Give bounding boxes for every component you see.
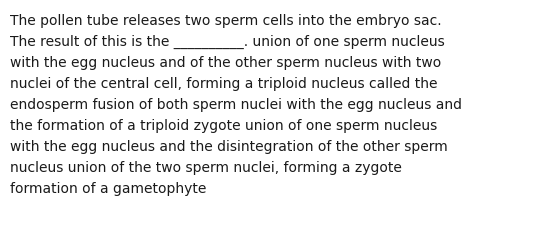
Text: nucleus union of the two sperm nuclei, forming a zygote: nucleus union of the two sperm nuclei, f… [10,160,402,174]
Text: formation of a gametophyte: formation of a gametophyte [10,181,206,195]
Text: The pollen tube releases two sperm cells into the embryo sac.: The pollen tube releases two sperm cells… [10,14,441,28]
Text: the formation of a triploid zygote union of one sperm nucleus: the formation of a triploid zygote union… [10,118,437,132]
Text: The result of this is the __________. union of one sperm nucleus: The result of this is the __________. un… [10,35,445,49]
Text: with the egg nucleus and of the other sperm nucleus with two: with the egg nucleus and of the other sp… [10,56,441,70]
Text: endosperm fusion of both sperm nuclei with the egg nucleus and: endosperm fusion of both sperm nuclei wi… [10,98,462,112]
Text: with the egg nucleus and the disintegration of the other sperm: with the egg nucleus and the disintegrat… [10,139,448,153]
Text: nuclei of the central cell, forming a triploid nucleus called the: nuclei of the central cell, forming a tr… [10,77,437,91]
